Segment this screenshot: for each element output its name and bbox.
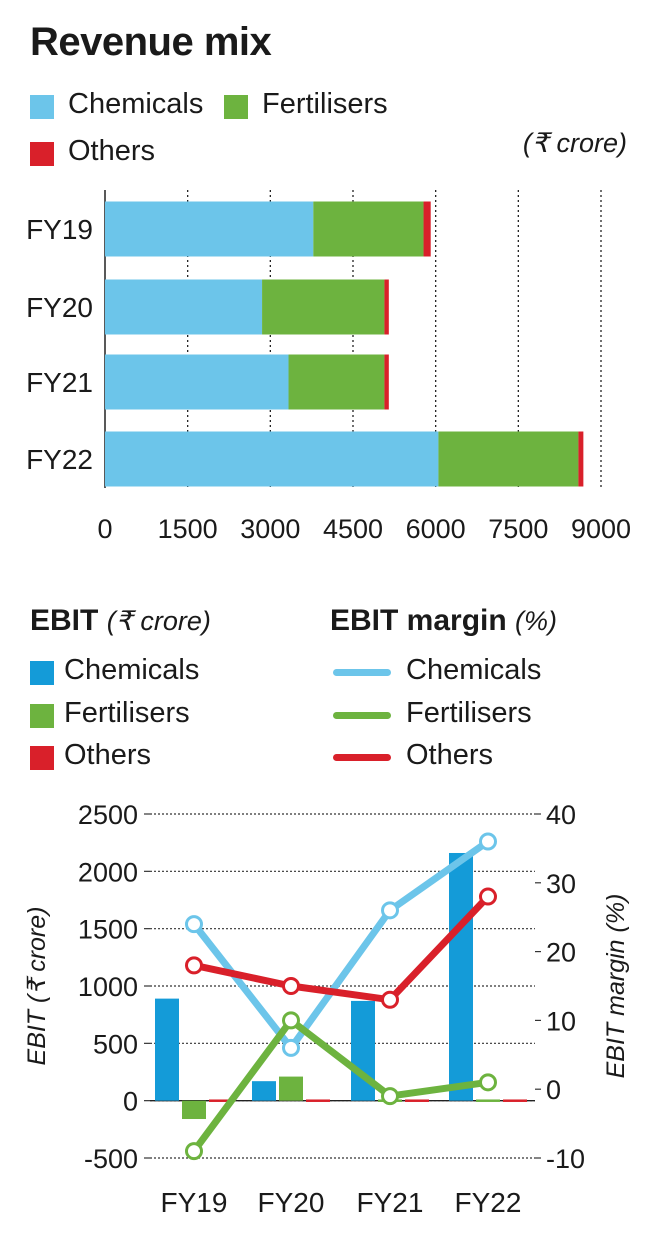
ebit-bar-chemicals-fy22 (449, 852, 473, 1101)
revenue-x-tick-label: 6000 (406, 514, 466, 544)
margin-point-fertilisers-fy19 (185, 1142, 203, 1161)
legend-label-chemicals: Chemicals (68, 88, 204, 120)
ebit-left-tick-label: 2500 (78, 800, 138, 830)
ebit-y-axis-title: EBIT (₹ crore) (23, 907, 51, 1066)
ebit-legend-swatch-chemicals (30, 661, 54, 685)
ebit-bar-fertilisers-fy22 (476, 1099, 500, 1102)
ebit-bar-others-fy22 (503, 1099, 527, 1102)
margin-point-chemicals-fy22 (479, 832, 497, 851)
margin-y-axis-title: EBIT margin (%) (602, 894, 630, 1079)
revenue-category-label: FY19 (26, 214, 93, 245)
revenue-bar-fertilisers-fy20 (262, 279, 385, 335)
revenue-bar-others-fy20 (384, 279, 389, 335)
ebit-left-tick-label: 1000 (78, 972, 138, 1002)
revenue-category-label: FY21 (26, 367, 93, 398)
revenue-bar-fertilisers-fy22 (438, 431, 579, 487)
ebit-legend-label-fertilisers: Fertilisers (64, 697, 190, 729)
ebit-bar-chemicals-fy19 (155, 998, 179, 1101)
revenue-bar-others-fy19 (423, 201, 431, 257)
margin-point-others-fy20 (282, 977, 300, 995)
revenue-bar-others-fy22 (578, 431, 584, 487)
margin-right-tick-label: 20 (546, 938, 576, 968)
margin-legend-line-others (333, 754, 391, 761)
margin-legend-label-chemicals: Chemicals (406, 654, 542, 686)
ebit-category-label: FY21 (357, 1187, 424, 1218)
revenue-bar-chemicals-fy19 (105, 201, 314, 257)
margin-line-fertilisers (190, 1016, 492, 1155)
margin-right-tick-label: 40 (546, 800, 576, 830)
margin-point-chemicals-fy20 (282, 1038, 300, 1057)
revenue-chart: 0 1500 3000 4500 6000 7500 9000 FY19 FY20 FY21 FY2… (26, 190, 631, 544)
revenue-bar-fertilisers-fy19 (313, 201, 424, 257)
margin-legend-label-fertilisers: Fertilisers (406, 697, 532, 729)
ebit-title-text: EBIT (30, 604, 99, 637)
margin-point-fertilisers-fy20 (282, 1011, 300, 1030)
ebit-bar-fertilisers-fy20 (279, 1076, 303, 1101)
margin-right-tick-label: -10 (546, 1144, 585, 1174)
ebit-category-label: FY19 (161, 1187, 228, 1218)
margin-right-tick-label: 0 (546, 1075, 561, 1105)
ebit-bar-chemicals-fy20 (252, 1081, 276, 1101)
ebit-bar-fertilisers-fy19 (182, 1100, 206, 1120)
ebit-left-tick-label: 2000 (78, 857, 138, 887)
ebit-bar-others-fy19 (209, 1099, 233, 1102)
margin-point-others-fy22 (479, 887, 497, 906)
ebit-legend-swatch-others (30, 746, 54, 770)
ebit-legend-swatch-fertilisers (30, 704, 54, 728)
ebit-title: EBIT (₹ crore) (30, 604, 211, 638)
revenue-bar-others-fy21 (384, 354, 389, 410)
legend-swatch-others (30, 142, 54, 166)
revenue-x-tick-label: 3000 (240, 514, 300, 544)
revenue-bar-chemicals-fy22 (105, 431, 439, 487)
ebit-category-label: FY22 (455, 1187, 522, 1218)
margin-right-tick-label: 10 (546, 1006, 576, 1036)
margin-legend-label-others: Others (406, 739, 494, 771)
ebit-left-tick-label: 500 (93, 1029, 138, 1059)
ebit-bar-others-fy21 (405, 1099, 429, 1102)
margin-right-tick-label: 30 (546, 869, 576, 899)
margin-point-others-fy19 (185, 956, 203, 975)
revenue-x-tick-label: 4500 (323, 514, 383, 544)
revenue-x-tick-label: 0 (97, 514, 112, 544)
legend-swatch-fertilisers (224, 95, 248, 119)
ebit-bar-others-fy20 (306, 1099, 330, 1102)
margin-point-fertilisers-fy22 (479, 1073, 497, 1092)
revenue-bar-chemicals-fy21 (105, 354, 289, 410)
margin-line-chemicals (190, 838, 492, 1052)
ebit-legend-label-others: Others (64, 739, 152, 771)
ebit-category-label: FY20 (258, 1187, 325, 1218)
ebit-left-tick-label: -500 (84, 1144, 138, 1174)
revenue-unit-label: (₹ crore) (522, 128, 627, 158)
revenue-bar-fertilisers-fy21 (288, 354, 385, 410)
margin-legend-line-chemicals (333, 669, 391, 676)
revenue-mix-title: Revenue mix (30, 20, 272, 64)
revenue-x-tick-label: 7500 (488, 514, 548, 544)
ebit-left-tick-label: 0 (123, 1087, 138, 1117)
revenue-x-tick-label: 9000 (571, 514, 631, 544)
margin-point-others-fy21 (381, 990, 399, 1009)
ebit-legend-label-chemicals: Chemicals (64, 654, 200, 686)
legend-label-fertilisers: Fertilisers (262, 88, 388, 120)
revenue-bar-chemicals-fy20 (105, 279, 263, 335)
revenue-category-label: FY22 (26, 444, 93, 475)
margin-point-chemicals-fy19 (185, 915, 203, 934)
legend-swatch-chemicals (30, 95, 54, 119)
ebit-margin-title-text: EBIT margin (330, 604, 507, 637)
ebit-title-unit: (₹ crore) (106, 606, 211, 636)
margin-line-others (190, 893, 492, 1004)
legend-label-others: Others (68, 135, 156, 167)
ebit-margin-title-unit: (%) (515, 606, 558, 636)
margin-point-fertilisers-fy21 (381, 1087, 399, 1106)
revenue-x-tick-label: 1500 (158, 514, 218, 544)
revenue-category-label: FY20 (26, 292, 93, 323)
ebit-left-tick-label: 1500 (78, 915, 138, 945)
ebit-margin-title: EBIT margin (%) (330, 604, 557, 638)
margin-point-chemicals-fy21 (381, 901, 399, 920)
margin-legend-line-fertilisers (333, 712, 391, 719)
